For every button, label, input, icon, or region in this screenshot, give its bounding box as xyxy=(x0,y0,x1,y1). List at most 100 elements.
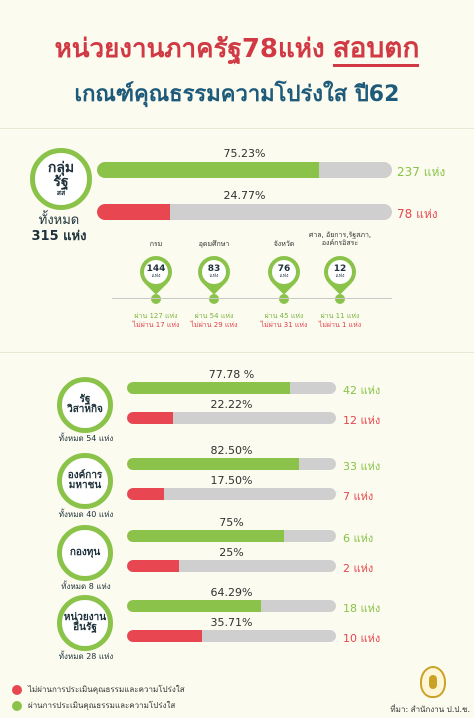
group-badge-line2: รัฐ xyxy=(53,174,69,191)
bar-track xyxy=(127,488,336,500)
bar-percent-label: 35.71% xyxy=(210,616,253,629)
bar-track xyxy=(127,412,336,424)
bar-count-label: 78 แห่ง xyxy=(397,207,438,221)
pin-value: 83 แห่ง xyxy=(202,260,226,284)
bar-percent-label: 64.29% xyxy=(210,586,253,599)
group-badge-line3: สส xyxy=(56,189,66,198)
bar-track xyxy=(127,600,336,612)
bar-percent-label: 22.22% xyxy=(210,398,253,411)
bar-count-label: 12 แห่ง xyxy=(343,414,381,427)
bar-fill-fail xyxy=(127,488,164,500)
subgroup-fail: ไม่ผ่าน 29 แห่ง xyxy=(190,321,238,330)
pins-baseline xyxy=(112,298,392,299)
legend-fail-swatch xyxy=(12,684,22,695)
bar-fill-pass xyxy=(127,382,290,394)
pin-value: 76 แห่ง xyxy=(272,260,296,284)
bar-track xyxy=(127,630,336,642)
group-total-label: ทั้งหมด xyxy=(38,213,80,228)
subgroup-label: ศาล, อัยการ,รัฐสภา, องค์กรอิสระ xyxy=(308,231,372,248)
bar-track xyxy=(127,560,336,572)
subgroup-fail: ไม่ผ่าน 17 แห่ง xyxy=(132,321,180,330)
subgroup-stats: ผ่าน 11 แห่ง ไม่ผ่าน 1 แห่ง xyxy=(308,312,372,330)
subgroup-pass: ผ่าน 127 แห่ง xyxy=(134,312,178,320)
title-highlight: สอบตก xyxy=(332,31,420,67)
bar-track xyxy=(127,382,336,394)
subgroup-label: จังหวัด xyxy=(273,240,295,248)
bar-percent-label: 24.77% xyxy=(223,189,266,202)
location-pin-icon: 83 แห่ง xyxy=(191,249,237,295)
group-total: ทั้งหมด 315 แห่ง xyxy=(14,213,104,244)
group-total-value: 315 แห่ง xyxy=(31,228,87,244)
pin-base-dot xyxy=(209,294,219,304)
page-subtitle: เกณฑ์คุณธรรมความโปร่งใส ปี62 xyxy=(74,82,400,107)
bar-percent-label: 25% xyxy=(219,546,244,559)
section-badge: กองทุน xyxy=(57,525,113,581)
section-badge: รัฐ วิสาหกิจ xyxy=(57,377,113,433)
bar-fill-fail xyxy=(127,412,174,424)
pin-unit: แห่ง xyxy=(335,273,345,279)
bar-count-label: 237 แห่ง xyxy=(397,165,446,179)
bar-percent-label: 17.50% xyxy=(210,474,253,487)
section-divider xyxy=(0,352,474,353)
section-badge: หน่วยงาน อื่นรัฐ xyxy=(57,595,113,651)
bar-count-label: 2 แห่ง xyxy=(343,562,374,575)
nacc-emblem-icon xyxy=(420,666,446,698)
legend-pass-label: ผ่านการประเมินคุณธรรมและความโปร่งใส xyxy=(28,701,176,710)
bar-track xyxy=(97,162,392,178)
header-divider xyxy=(0,128,474,129)
section-total: ทั้งหมด 8 แห่ง xyxy=(61,582,111,591)
bar-fill-fail xyxy=(127,560,180,572)
pin-base-dot xyxy=(335,294,345,304)
bar-percent-label: 82.50% xyxy=(210,444,253,457)
subgroup-stats: ผ่าน 45 แห่ง ไม่ผ่าน 31 แห่ง xyxy=(252,312,316,330)
section-name-line2: วิสาหกิจ xyxy=(67,404,103,415)
title-part1: หน่วยงานภาครัฐ78แห่ง xyxy=(54,34,325,64)
section-badge: องค์การ มหาชน xyxy=(57,453,113,509)
legend-pass: ผ่านการประเมินคุณธรรมและความโปร่งใส xyxy=(12,699,175,712)
legend-pass-swatch xyxy=(12,700,22,711)
group-badge-line1: กลุ่ม xyxy=(47,159,75,176)
bar-fill-pass xyxy=(97,162,319,178)
bar-count-label: 7 แห่ง xyxy=(343,490,374,503)
section-total: ทั้งหมด 40 แห่ง xyxy=(58,510,114,519)
subgroup-pass: ผ่าน 45 แห่ง xyxy=(264,312,304,320)
legend-fail-label: ไม่ผ่านการประเมินคุณธรรมและความโปร่งใส xyxy=(28,685,185,694)
section-name-line1: หน่วยงาน xyxy=(63,611,107,623)
location-pin-icon: 12 แห่ง xyxy=(317,249,363,295)
subgroup-stats: ผ่าน 54 แห่ง ไม่ผ่าน 29 แห่ง xyxy=(182,312,246,330)
bar-count-label: 18 แห่ง xyxy=(343,602,381,615)
section-total: ทั้งหมด 28 แห่ง xyxy=(58,652,114,661)
bar-count-label: 33 แห่ง xyxy=(343,460,381,473)
legend-fail: ไม่ผ่านการประเมินคุณธรรมและความโปร่งใส xyxy=(12,683,185,696)
subgroup-stats: ผ่าน 127 แห่ง ไม่ผ่าน 17 แห่ง xyxy=(124,312,188,330)
bar-percent-label: 75% xyxy=(219,516,244,529)
bar-percent-label: 77.78 % xyxy=(208,368,255,381)
subgroup-label: อุดมศึกษา xyxy=(198,240,230,248)
bar-percent-label: 75.23% xyxy=(223,147,266,160)
pin-base-dot xyxy=(151,294,161,304)
location-pin-icon: 144 แห่ง xyxy=(133,249,179,295)
pin-unit: แห่ง xyxy=(209,273,219,279)
bar-fill-pass xyxy=(127,600,262,612)
pin-value: 144 แห่ง xyxy=(144,260,168,284)
bar-fill-pass xyxy=(127,458,300,470)
bar-track xyxy=(127,458,336,470)
bar-track xyxy=(97,204,392,220)
section-name-line1: กองทุน xyxy=(69,546,101,558)
bar-fill-pass xyxy=(127,530,284,542)
section-total: ทั้งหมด 54 แห่ง xyxy=(58,434,114,443)
bar-fill-fail xyxy=(127,630,202,642)
subgroup-label: กรม xyxy=(149,240,163,248)
subgroup-pass: ผ่าน 11 แห่ง xyxy=(320,312,360,320)
section-name-line2: มหาชน xyxy=(68,480,102,491)
bar-count-label: 10 แห่ง xyxy=(343,632,381,645)
section-name-line1: องค์การ xyxy=(67,469,103,481)
bar-count-label: 6 แห่ง xyxy=(343,532,374,545)
section-name-line1: รัฐ xyxy=(79,393,91,405)
bar-count-label: 42 แห่ง xyxy=(343,384,381,397)
page-title: หน่วยงานภาครัฐ78แห่ง สอบตก xyxy=(0,26,474,70)
pin-unit: แห่ง xyxy=(279,273,289,279)
bar-track xyxy=(127,530,336,542)
pin-base-dot xyxy=(279,294,289,304)
subgroup-fail: ไม่ผ่าน 1 แห่ง xyxy=(318,321,362,330)
